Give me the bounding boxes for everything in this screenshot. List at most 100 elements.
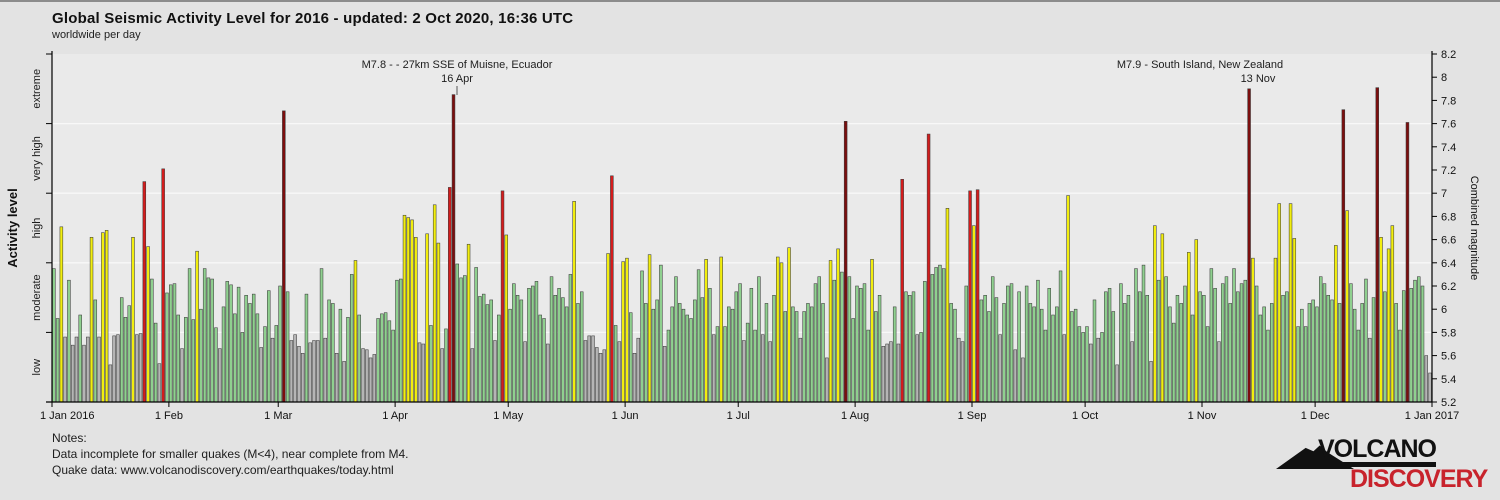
- day-bar-176: [711, 334, 716, 403]
- day-bar-277: [1092, 299, 1097, 403]
- day-bar-179: [723, 326, 727, 403]
- day-bar-108: [455, 263, 459, 403]
- day-bar-15: [104, 230, 109, 403]
- day-bar-48: [229, 284, 233, 403]
- magnitude-tick-label: 5.6: [1441, 351, 1456, 363]
- day-bar-31: [165, 292, 169, 403]
- day-bar-142: [583, 340, 588, 403]
- day-bar-317: [1243, 279, 1248, 403]
- day-bar-364: [1420, 285, 1425, 403]
- day-bar-366: [1428, 372, 1432, 403]
- day-bar-296: [1164, 276, 1168, 403]
- day-bar-77: [338, 308, 343, 403]
- day-bar-120: [500, 190, 505, 403]
- day-bar-29: [157, 363, 162, 403]
- day-bar-331: [1296, 326, 1300, 403]
- day-bar-282: [1111, 311, 1116, 403]
- day-bar-330: [1292, 238, 1297, 403]
- day-bar-16: [108, 364, 113, 403]
- day-bar-54: [251, 293, 256, 403]
- day-bar-347: [1356, 329, 1361, 403]
- day-bar-187: [753, 329, 757, 403]
- x-tick-label: 1 Jun: [612, 410, 639, 422]
- day-bar-165: [670, 306, 674, 403]
- day-bar-318: [1247, 88, 1251, 403]
- day-bar-193: [776, 256, 780, 403]
- day-bar-325: [1273, 257, 1278, 403]
- annotation-1-line1: M7.8 - - 27km SSE of Muisne, Ecuador: [362, 59, 553, 71]
- day-bar-254: [1006, 285, 1010, 403]
- day-bar-148: [606, 253, 610, 403]
- day-bar-344: [1345, 210, 1349, 403]
- day-bar-80: [349, 274, 354, 403]
- day-bar-180: [727, 306, 731, 403]
- day-bar-158: [644, 303, 648, 403]
- day-bar-85: [368, 357, 373, 403]
- day-bar-283: [1115, 364, 1119, 403]
- day-bar-239: [949, 303, 953, 403]
- magnitude-tick-label: 7: [1441, 188, 1447, 200]
- day-bar-58: [267, 290, 271, 403]
- day-bar-133: [549, 276, 554, 403]
- day-bar-224: [892, 306, 897, 403]
- day-bar-30: [161, 168, 165, 403]
- day-bar-81: [353, 260, 358, 403]
- day-bar-359: [1401, 290, 1406, 403]
- x-tick-label: 1 Sep: [958, 410, 987, 422]
- day-bar-147: [602, 349, 607, 403]
- x-tick-label: 1 Oct: [1072, 410, 1098, 422]
- day-bar-82: [357, 314, 361, 403]
- day-bar-49: [233, 313, 237, 403]
- activity-band-label-very-high: very high: [31, 136, 43, 181]
- day-bar-327: [1281, 295, 1285, 403]
- day-bar-306: [1202, 295, 1206, 403]
- day-bar-241: [957, 337, 961, 403]
- day-bar-257: [1017, 291, 1021, 403]
- day-bar-295: [1160, 233, 1165, 403]
- x-tick-label: 1 Mar: [264, 410, 292, 422]
- day-bar-2: [55, 318, 60, 403]
- x-tick-label: 1 May: [493, 410, 523, 422]
- day-bar-25: [142, 181, 147, 403]
- day-bar-167: [678, 303, 682, 403]
- day-bar-209: [836, 248, 840, 403]
- magnitude-tick-label: 5.2: [1441, 397, 1456, 409]
- day-bar-121: [504, 234, 509, 403]
- day-bar-358: [1398, 329, 1402, 403]
- plot-area: [52, 54, 1432, 402]
- day-bar-67: [300, 353, 305, 403]
- day-bar-223: [889, 341, 893, 403]
- x-tick-label: 1 Feb: [155, 410, 183, 422]
- day-bar-298: [1171, 322, 1176, 403]
- day-bar-206: [825, 357, 829, 403]
- day-bar-270: [1066, 195, 1070, 403]
- day-bar-269: [1062, 334, 1067, 403]
- day-bar-96: [410, 219, 414, 403]
- x-tick-label: 1 Jan 2016: [40, 410, 94, 422]
- day-bar-115: [481, 293, 486, 403]
- day-bar-220: [877, 295, 882, 403]
- day-bar-256: [1013, 349, 1018, 403]
- x-tick-label: 1 Apr: [382, 410, 408, 422]
- day-bar-226: [900, 179, 904, 403]
- day-bar-229: [911, 291, 916, 403]
- notes-line-2: Quake data: www.volcanodiscovery.com/ear…: [52, 463, 394, 477]
- day-bar-84: [365, 349, 369, 403]
- day-bar-74: [327, 299, 331, 403]
- day-bar-212: [847, 276, 852, 403]
- day-bar-149: [610, 175, 614, 403]
- magnitude-tick-label: 7.6: [1441, 119, 1456, 131]
- day-bar-267: [1055, 306, 1059, 403]
- day-bar-233: [926, 133, 931, 403]
- day-bar-238: [945, 208, 950, 403]
- day-bar-37: [187, 268, 192, 403]
- day-bar-356: [1390, 225, 1395, 403]
- day-bar-5: [67, 279, 71, 403]
- right-axis-title: Combined magnitude: [1468, 176, 1480, 281]
- day-bar-107: [451, 94, 456, 403]
- day-bar-205: [821, 303, 825, 403]
- day-bar-276: [1089, 343, 1093, 403]
- day-bar-231: [919, 332, 923, 403]
- day-bar-135: [557, 288, 561, 403]
- day-bar-106: [448, 187, 452, 403]
